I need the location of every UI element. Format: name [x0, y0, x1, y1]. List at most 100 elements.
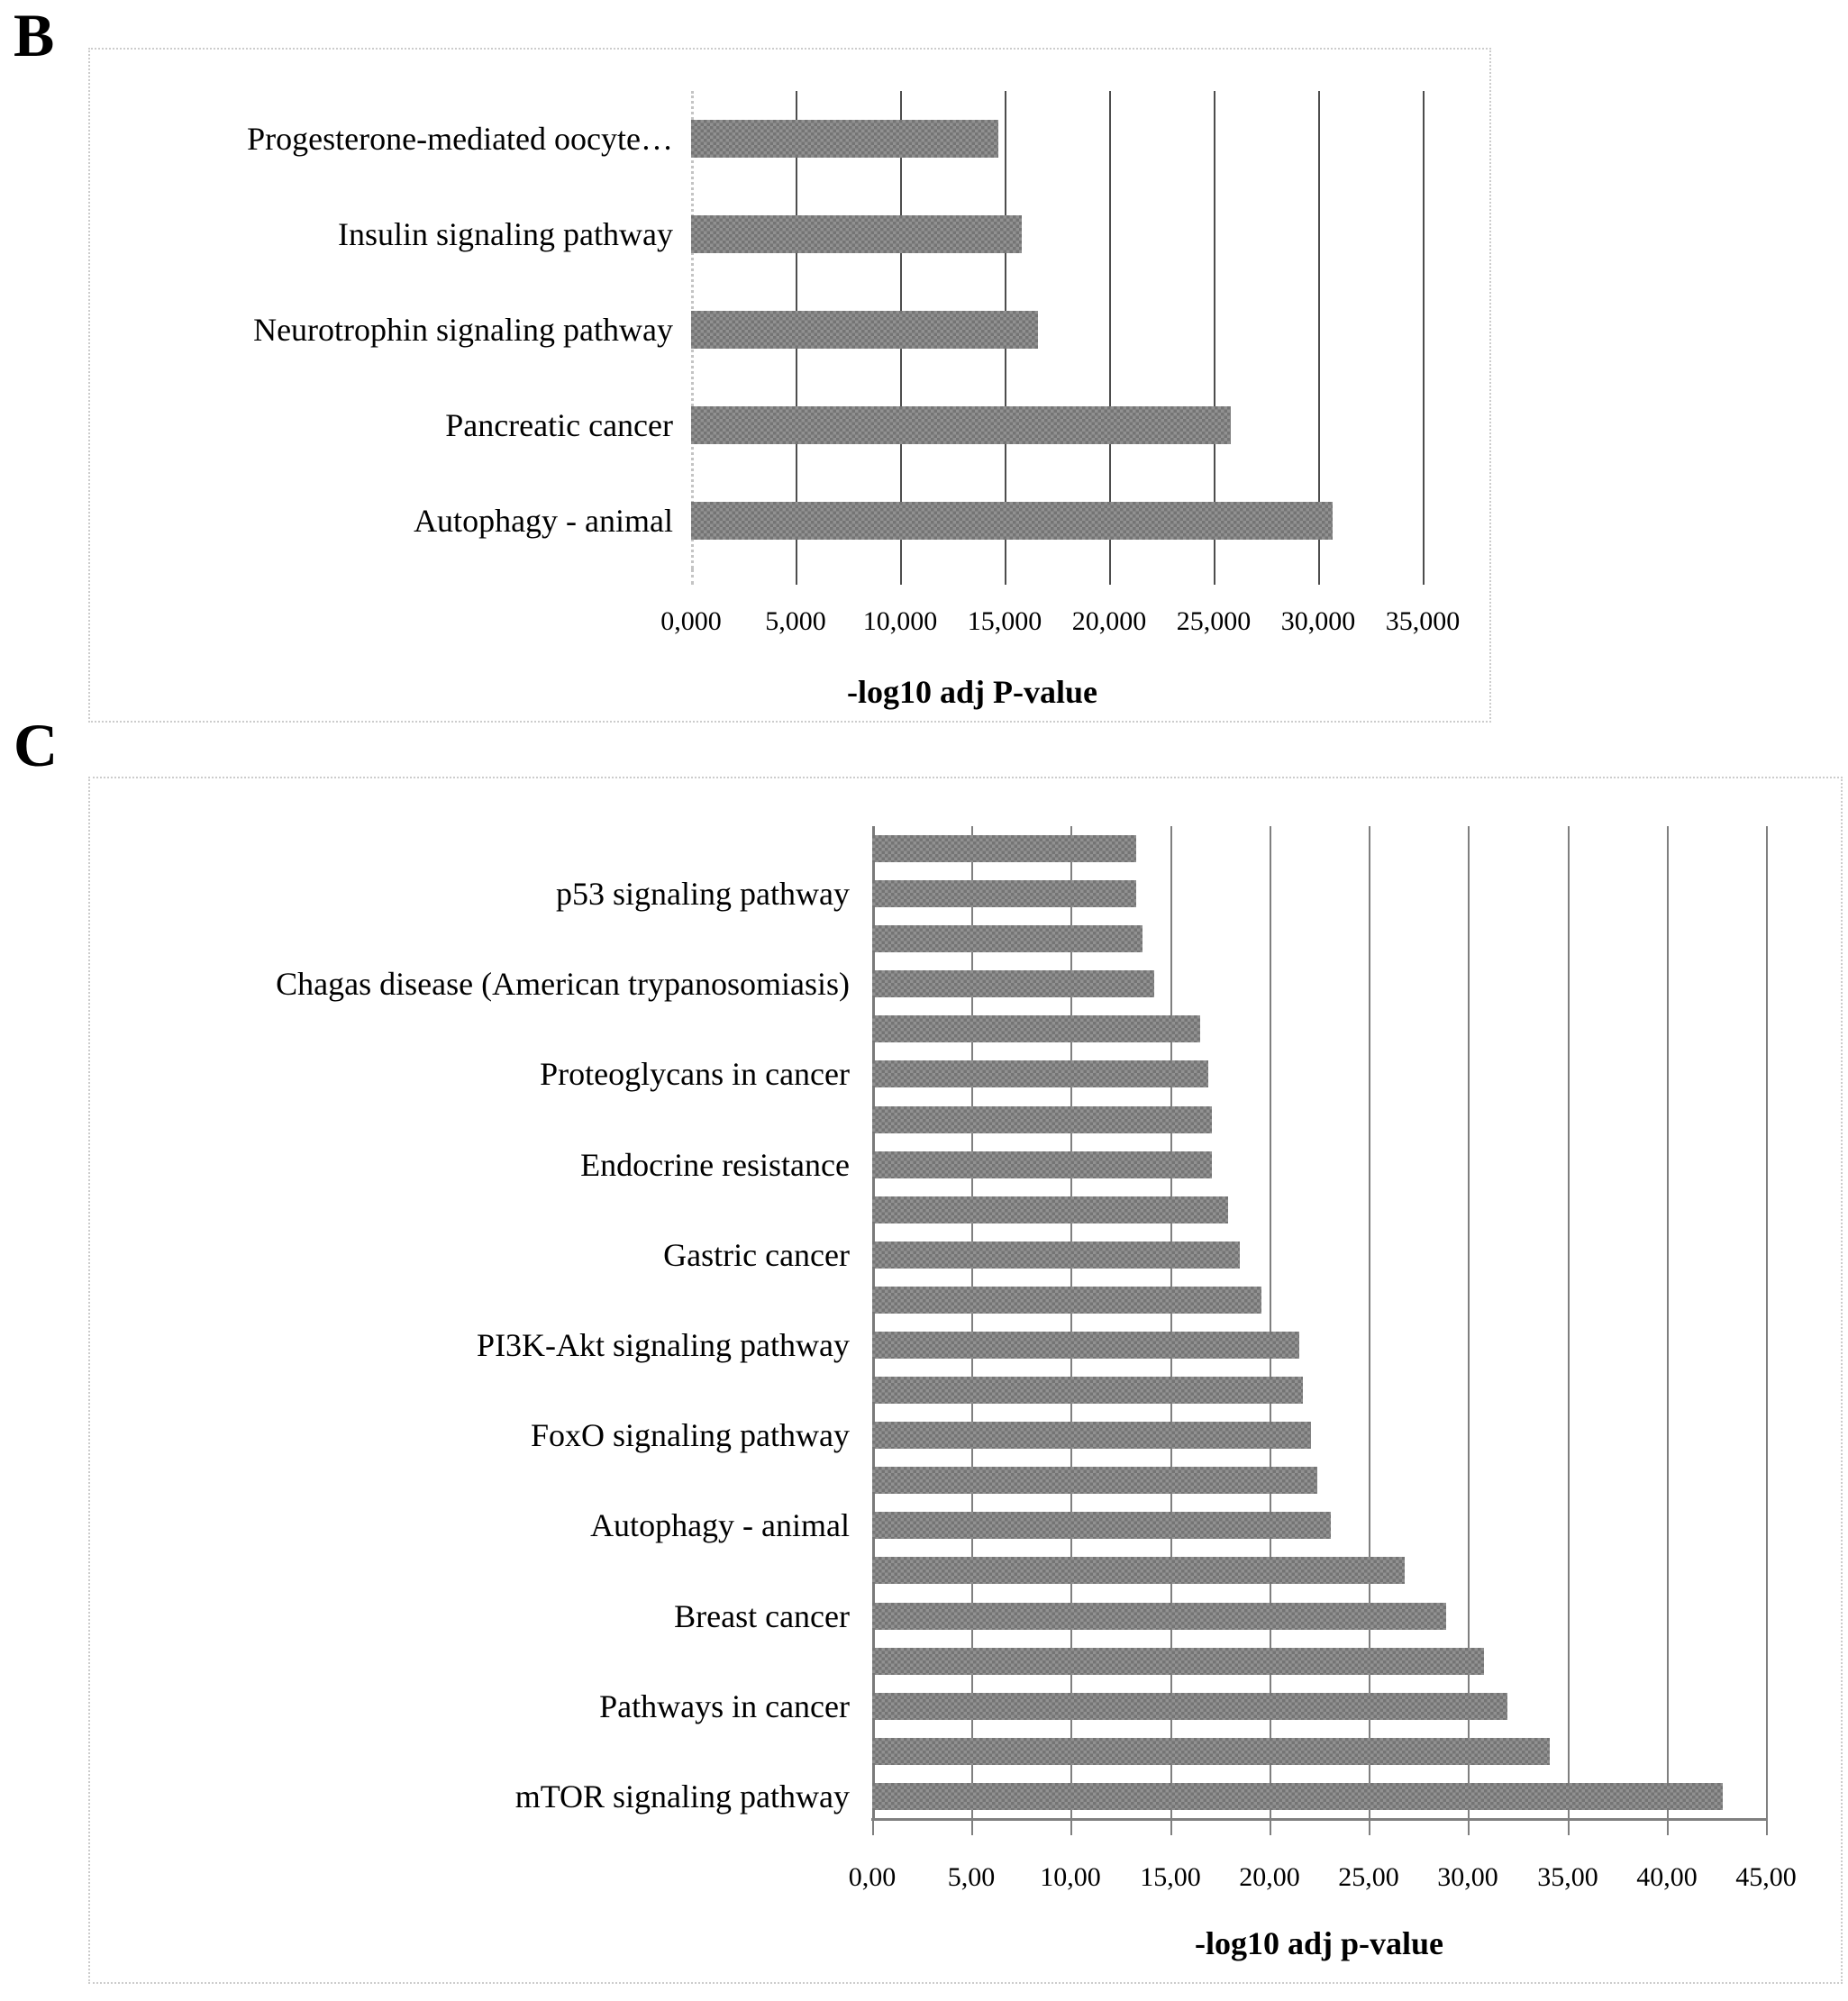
bar [872, 1105, 1212, 1133]
tick-label: 20,00 [1239, 1862, 1300, 1892]
gridline [1214, 91, 1215, 568]
category-label: FoxO signaling pathway [531, 1417, 850, 1454]
panel-b-xaxis-title: -log10 adj P-value [847, 674, 1097, 710]
chart-row: Proteoglycans in cancer [540, 1051, 1766, 1096]
axis-tick [1109, 568, 1111, 585]
bar [872, 1286, 1261, 1314]
bar [872, 1196, 1228, 1223]
category-label: Proteoglycans in cancer [540, 1056, 850, 1093]
chart-row [872, 1187, 1766, 1232]
bar [872, 925, 1142, 953]
axis-tick [971, 1819, 973, 1835]
bar [872, 1015, 1200, 1043]
axis-tick [1369, 1819, 1370, 1835]
gridline [1170, 826, 1172, 1819]
chart-row [872, 1278, 1766, 1323]
category-label: mTOR signaling pathway [514, 1778, 850, 1815]
axis-tick [1667, 1819, 1669, 1835]
tick-label: 40,00 [1636, 1862, 1698, 1892]
bar [872, 1737, 1550, 1765]
tick-label: 35,00 [1537, 1862, 1598, 1892]
category-label: Progesterone-mediated oocyte… [247, 121, 673, 157]
tick-label: 30,000 [1280, 606, 1356, 636]
bar [872, 1647, 1484, 1675]
tick-label: 25,00 [1338, 1862, 1399, 1892]
axis-tick [1318, 568, 1320, 585]
chart-row: FoxO signaling pathway [531, 1413, 1766, 1458]
bar [872, 1332, 1299, 1360]
chart-row: Pathways in cancer [599, 1684, 1766, 1729]
chart-row: Autophagy - animal [414, 473, 1423, 568]
chart-row [872, 1368, 1766, 1413]
panel-c-plot-area: 0,00 5,00 10,00 15,00 20,00 25,00 30,00 35,00 40… [276, 826, 1797, 1892]
chart-row [872, 1639, 1766, 1684]
chart-row [872, 1548, 1766, 1593]
category-label: Pathways in cancer [599, 1687, 850, 1724]
tick-label: 35,000 [1385, 606, 1461, 636]
category-label: Autophagy - animal [414, 503, 673, 539]
chart-row: Chagas disease (American trypanosomiasis… [276, 961, 1766, 1006]
chart-row [872, 1458, 1766, 1503]
axis-tick [872, 1819, 874, 1835]
tick-label: 20,000 [1071, 606, 1147, 636]
bar [872, 1422, 1311, 1450]
tick-label: 10,000 [862, 606, 938, 636]
bar [691, 311, 1038, 349]
axis-tick [691, 568, 694, 585]
bar [872, 1692, 1507, 1720]
chart-row: p53 signaling pathway [556, 871, 1766, 916]
gridline [1423, 91, 1425, 568]
tick-label: 15,000 [967, 606, 1042, 636]
chart-row: Pancreatic cancer [445, 377, 1423, 473]
axis-tick [1766, 1819, 1768, 1835]
tick-label: 5,000 [765, 606, 826, 636]
gridline [1070, 826, 1072, 1819]
panel-b-plot-area: 0,000 5,000 10,000 15,000 20,000 25,000 30,000… [247, 91, 1460, 636]
gridline [1667, 826, 1669, 1819]
chart-row: Gastric cancer [663, 1232, 1766, 1278]
chart-row [872, 1729, 1766, 1774]
gridline [1109, 91, 1111, 568]
chart-row [872, 1006, 1766, 1051]
zero-gridline [872, 826, 875, 1819]
tick-label: 30,00 [1437, 1862, 1498, 1892]
axis-tick [1170, 1819, 1172, 1835]
bar [691, 215, 1022, 253]
axis-tick [1005, 568, 1006, 585]
tick-label: 0,000 [660, 606, 722, 636]
axis-tick [1468, 1819, 1470, 1835]
bar [872, 1151, 1212, 1178]
category-label: PI3K-Akt signaling pathway [477, 1327, 850, 1364]
chart-row: Breast cancer [674, 1594, 1766, 1639]
panel-c-xaxis-title: -log10 adj p-value [1194, 1925, 1444, 1961]
bar [872, 1467, 1317, 1495]
bar [691, 406, 1231, 444]
chart-row: Neurotrophin signaling pathway [253, 282, 1423, 377]
chart-row: Endocrine resistance [580, 1142, 1766, 1187]
panel-b: 0,000 5,000 10,000 15,000 20,000 25,000 30,000… [88, 48, 1491, 723]
chart-row [872, 916, 1766, 961]
bar [872, 970, 1154, 998]
chart-row: mTOR signaling pathway [515, 1774, 1766, 1819]
bar [691, 120, 998, 158]
x-axis-line [871, 1818, 1767, 1821]
gridline [1318, 91, 1320, 568]
chart-row: Progesterone-mediated oocyte… [247, 91, 1423, 186]
tick-label: 10,00 [1040, 1862, 1101, 1892]
category-label: Gastric cancer [663, 1236, 850, 1273]
panel-b-letter: B [14, 1, 55, 69]
chart-row: Insulin signaling pathway [338, 186, 1423, 282]
bar [872, 1512, 1331, 1540]
axis-tick [1568, 1819, 1570, 1835]
tick-label: 0,00 [848, 1862, 897, 1892]
axis-tick [900, 568, 902, 585]
bar [872, 880, 1136, 908]
bar [872, 1602, 1446, 1630]
bar [872, 1377, 1303, 1405]
tick-label: 45,00 [1735, 1862, 1797, 1892]
axis-tick [1270, 1819, 1271, 1835]
bar [872, 1782, 1723, 1810]
axis-tick [1070, 1819, 1072, 1835]
category-label: Chagas disease (American trypanosomiasis… [276, 966, 850, 1003]
